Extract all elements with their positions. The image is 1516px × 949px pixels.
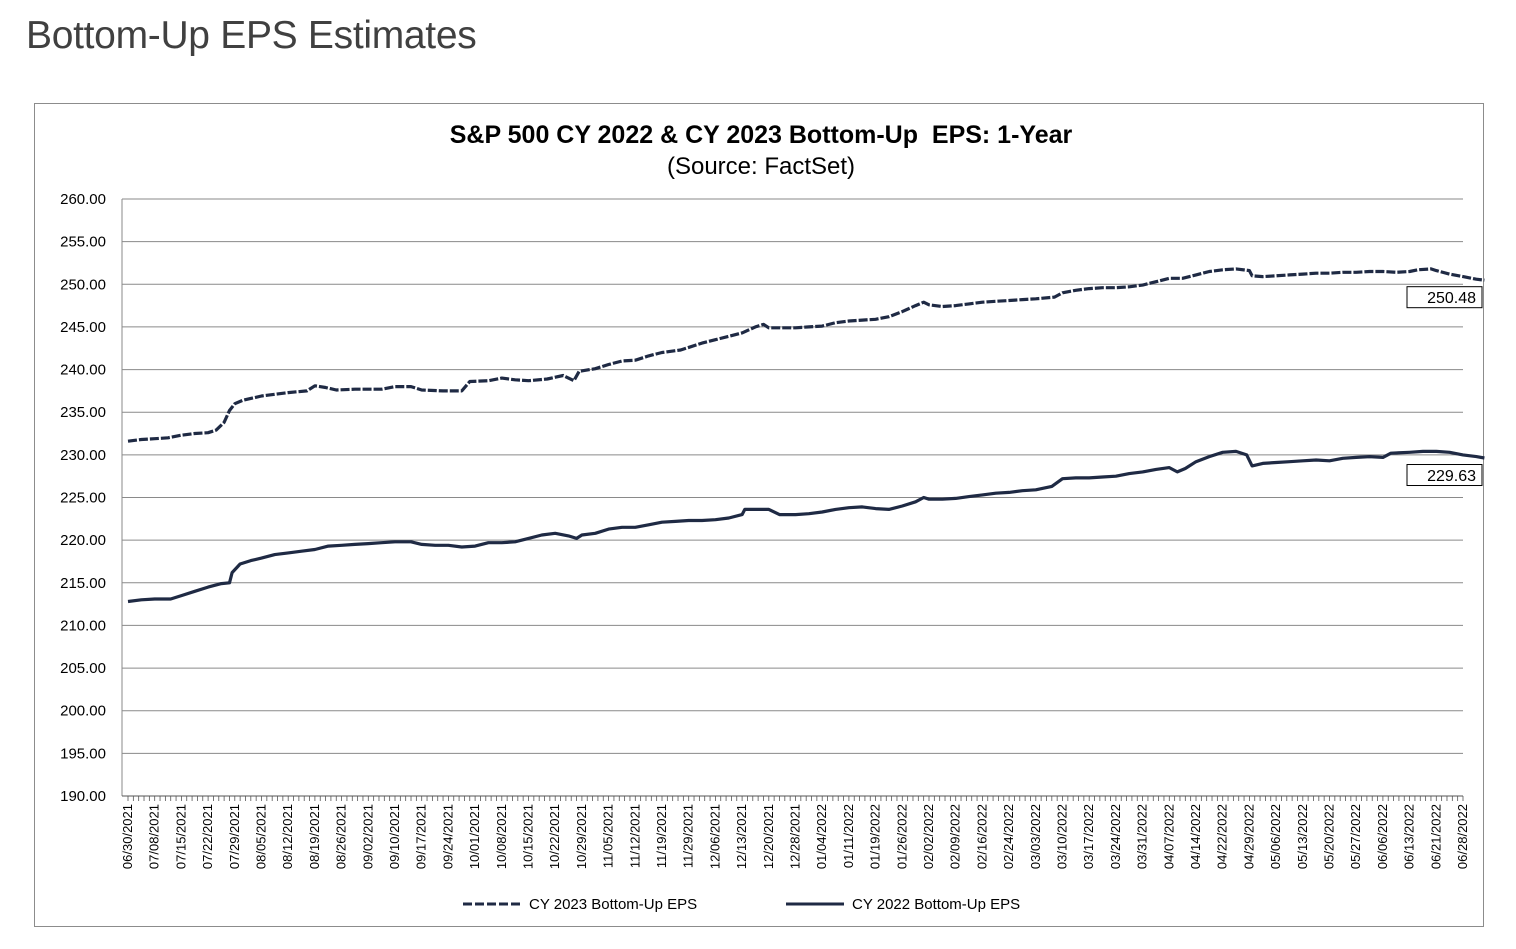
x-tick-label: 08/26/2021 bbox=[334, 804, 349, 869]
x-tick-label: 02/09/2022 bbox=[948, 804, 963, 869]
x-tick-label: 03/24/2022 bbox=[1108, 804, 1123, 869]
x-tick-label: 07/15/2021 bbox=[173, 804, 188, 869]
x-tick-label: 12/20/2021 bbox=[761, 804, 776, 869]
x-tick-label: 09/10/2021 bbox=[387, 804, 402, 869]
x-tick-label: 04/22/2022 bbox=[1215, 804, 1230, 869]
x-tick-label: 06/30/2021 bbox=[120, 804, 135, 869]
x-tick-label: 10/08/2021 bbox=[494, 804, 509, 869]
x-tick-label: 03/03/2022 bbox=[1028, 804, 1043, 869]
x-tick-label: 07/08/2021 bbox=[147, 804, 162, 869]
series-layer bbox=[127, 267, 1485, 604]
x-tick-label: 06/06/2022 bbox=[1375, 804, 1390, 869]
x-tick-label: 02/16/2022 bbox=[974, 804, 989, 869]
x-tick-label: 05/06/2022 bbox=[1268, 804, 1283, 869]
x-tick-label: 06/28/2022 bbox=[1455, 804, 1470, 869]
x-tick-label: 09/17/2021 bbox=[414, 804, 429, 869]
x-tick-label: 02/02/2022 bbox=[921, 804, 936, 869]
x-tick-label: 01/04/2022 bbox=[814, 804, 829, 869]
x-tick-label: 04/29/2022 bbox=[1241, 804, 1256, 869]
x-axis-ticks: 06/30/2021 07/08/2021 07/15/2021 07/22/2021… bbox=[120, 804, 1470, 869]
eps-line-chart: S&P 500 CY 2022 & CY 2023 Bottom-Up EPS:… bbox=[60, 121, 1485, 913]
y-tick-label: 205.00 bbox=[60, 660, 106, 677]
end-label-box bbox=[1406, 286, 1483, 309]
chart-frame: S&P 500 CY 2022 & CY 2023 Bottom-Up EPS:… bbox=[34, 103, 1485, 927]
y-tick-label: 230.00 bbox=[60, 447, 106, 464]
x-tick-label: 05/13/2022 bbox=[1295, 804, 1310, 869]
x-tick-label: 01/26/2022 bbox=[894, 804, 909, 869]
x-tick-label: 12/28/2021 bbox=[788, 804, 803, 869]
y-tick-label: 240.00 bbox=[60, 362, 106, 379]
y-tick-label: 190.00 bbox=[60, 788, 106, 805]
grid-layer bbox=[121, 198, 1464, 801]
y-tick-label: 215.00 bbox=[60, 575, 106, 592]
y-tick-label: 245.00 bbox=[60, 319, 106, 336]
x-tick-label: 06/21/2022 bbox=[1428, 804, 1443, 869]
end-label-value: 250.48 bbox=[1427, 290, 1476, 307]
x-tick-label: 03/10/2022 bbox=[1055, 804, 1070, 869]
page-title: Bottom-Up EPS Estimates bbox=[26, 14, 477, 57]
y-tick-label: 255.00 bbox=[60, 234, 106, 251]
y-tick-label: 235.00 bbox=[60, 404, 106, 421]
y-tick-label: 220.00 bbox=[60, 532, 106, 549]
x-tick-label: 11/05/2021 bbox=[601, 804, 616, 868]
x-tick-label: 09/24/2021 bbox=[440, 804, 455, 869]
x-tick-label: 04/14/2022 bbox=[1188, 804, 1203, 869]
series-line-cy2022 bbox=[127, 449, 1485, 604]
x-tick-label: 11/19/2021 bbox=[654, 804, 669, 868]
x-tick-label: 03/31/2022 bbox=[1135, 804, 1150, 869]
x-tick-label: 03/17/2022 bbox=[1081, 804, 1096, 869]
chart-subtitle: (Source: FactSet) bbox=[667, 153, 855, 180]
x-tick-label: 11/12/2021 bbox=[627, 804, 642, 868]
x-tick-label: 10/01/2021 bbox=[467, 804, 482, 869]
x-tick-label: 10/15/2021 bbox=[521, 804, 536, 869]
end-labels: 250.48 229.63 bbox=[1406, 286, 1483, 487]
x-tick-label: 08/12/2021 bbox=[280, 804, 295, 869]
x-tick-label: 07/22/2021 bbox=[200, 804, 215, 869]
x-tick-label: 05/27/2022 bbox=[1348, 804, 1363, 869]
chart-title: S&P 500 CY 2022 & CY 2023 Bottom-Up EPS:… bbox=[450, 121, 1073, 149]
x-tick-label: 12/06/2021 bbox=[707, 804, 722, 869]
x-tick-label: 07/29/2021 bbox=[227, 804, 242, 869]
y-tick-label: 250.00 bbox=[60, 276, 106, 293]
x-tick-label: 10/22/2021 bbox=[547, 804, 562, 869]
x-tick-label: 11/29/2021 bbox=[681, 804, 696, 868]
x-tick-label: 04/07/2022 bbox=[1161, 804, 1176, 869]
y-axis-ticks: 260.00 255.00 250.00 245.00 240.00 235.00 230.… bbox=[60, 191, 106, 805]
x-tick-label: 08/19/2021 bbox=[307, 804, 322, 869]
legend-label-cy2022: CY 2022 Bottom-Up EPS bbox=[852, 896, 1020, 913]
x-tick-label: 12/13/2021 bbox=[734, 804, 749, 869]
x-tick-label: 09/02/2021 bbox=[360, 804, 375, 869]
x-tick-label: 06/13/2022 bbox=[1402, 804, 1417, 869]
y-tick-label: 260.00 bbox=[60, 191, 106, 208]
y-tick-label: 225.00 bbox=[60, 490, 106, 507]
x-tick-label: 05/20/2022 bbox=[1322, 804, 1337, 869]
y-tick-label: 200.00 bbox=[60, 703, 106, 720]
end-label-value: 229.63 bbox=[1427, 468, 1476, 485]
y-tick-label: 195.00 bbox=[60, 745, 106, 762]
end-label-box bbox=[1406, 464, 1483, 487]
x-tick-label: 01/11/2022 bbox=[841, 804, 856, 868]
x-tick-label: 08/05/2021 bbox=[254, 804, 269, 869]
legend-label-cy2023: CY 2023 Bottom-Up EPS bbox=[529, 896, 697, 913]
series-line-cy2023 bbox=[127, 267, 1485, 443]
x-tick-label: 02/24/2022 bbox=[1001, 804, 1016, 869]
x-tick-label: 10/29/2021 bbox=[574, 804, 589, 869]
x-tick-label: 01/19/2022 bbox=[868, 804, 883, 869]
y-tick-label: 210.00 bbox=[60, 617, 106, 634]
legend: CY 2023 Bottom-Up EPS CY 2022 Bottom-Up E… bbox=[463, 896, 1020, 913]
